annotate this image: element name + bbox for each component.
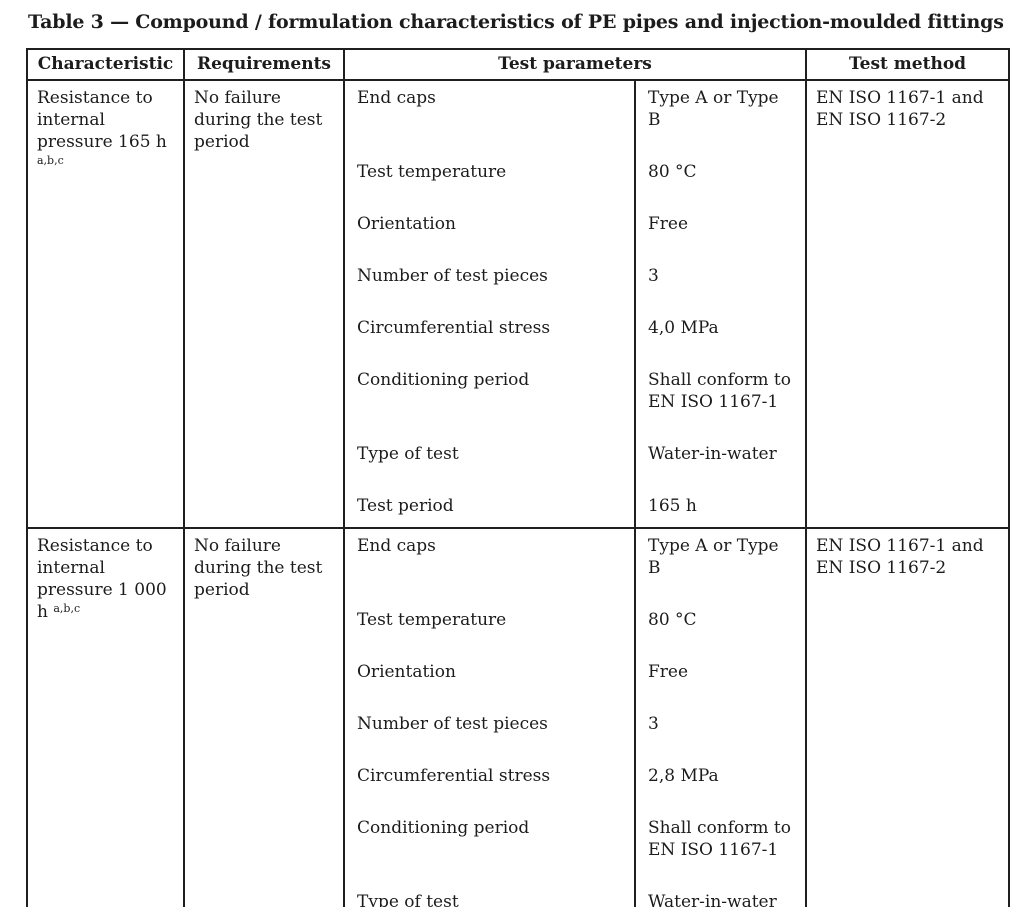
param-value: Type A or Type B [648,88,779,130]
param-value: Shall conform to EN ISO 1167-1 [648,370,791,412]
header-test-parameters: Test parameters [342,48,808,81]
param-value: Free [648,662,689,682]
characteristic-cell: Resistance to internal pressure 165 h a,… [26,79,185,529]
param-value: Free [648,214,689,234]
parameters-grid: End caps Type A or Type B Test temperatu… [345,81,805,527]
param-value: 3 [648,714,659,734]
test-method-cell: EN ISO 1167-1 and EN ISO 1167-2 [805,527,1011,907]
param-value: Shall conform to EN ISO 1167-1 [648,818,791,860]
param-name: Conditioning period [345,811,636,885]
characteristics-table: Characteristic Requirements Test paramet… [26,48,1011,907]
test-method-cell: EN ISO 1167-1 and EN ISO 1167-2 [805,79,1011,529]
header-row: Characteristic Requirements Test paramet… [26,48,1011,81]
param-name: Orientation [345,655,636,707]
param-name: Test period [345,489,636,527]
characteristic-cell: Resistance to internal pressure 1 000 h … [26,527,185,907]
param-name: Number of test pieces [345,707,636,759]
param-value: 80 °C [648,162,697,182]
param-name: Type of test [345,437,636,489]
param-name: Circumferential stress [345,311,636,363]
param-value: 4,0 MPa [648,318,719,338]
footnote-marker: a,b,c [37,154,64,167]
param-name: Type of test [345,885,636,907]
table-row-1000h: Resistance to internal pressure 1 000 h … [26,527,1011,907]
characteristic-text: Resistance to internal pressure 165 h [37,88,167,152]
header-characteristic: Characteristic [26,48,185,81]
table-title: Table 3 — Compound / formulation charact… [28,11,1004,33]
param-value: 80 °C [648,610,697,630]
param-name: Circumferential stress [345,759,636,811]
table-row-165h: Resistance to internal pressure 165 h a,… [26,79,1011,529]
test-parameters-cell: End caps Type A or Type B Test temperatu… [342,79,808,529]
header-requirements: Requirements [183,48,345,81]
requirement-cell: No failure during the test period [183,527,345,907]
param-name: Test temperature [345,155,636,207]
param-value: 3 [648,266,659,286]
param-name: Number of test pieces [345,259,636,311]
footnote-marker: a,b,c [53,602,81,615]
param-value: Water-in-water [648,892,777,907]
param-name: End caps [345,81,636,155]
param-value: Water-in-water [648,444,777,464]
param-value: 165 h [648,496,697,516]
param-name: Conditioning period [345,363,636,437]
parameters-grid: End caps Type A or Type B Test temperatu… [345,529,805,907]
characteristic-text: Resistance to internal pressure 1 000 h [37,536,167,622]
param-name: Test temperature [345,603,636,655]
param-value: Type A or Type B [648,536,779,578]
param-value: 2,8 MPa [648,766,719,786]
test-parameters-cell: End caps Type A or Type B Test temperatu… [342,527,808,907]
header-test-method: Test method [805,48,1011,81]
requirement-cell: No failure during the test period [183,79,345,529]
param-name: End caps [345,529,636,603]
param-name: Orientation [345,207,636,259]
